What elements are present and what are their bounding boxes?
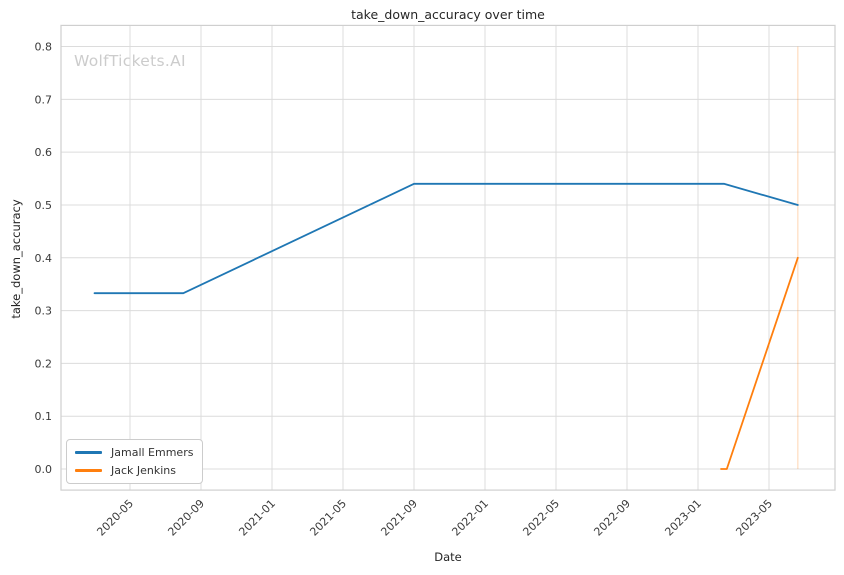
x-tick-label: 2022-01 <box>449 497 491 539</box>
x-tick-label: 2020-09 <box>165 497 207 539</box>
x-axis-label: Date <box>434 550 462 564</box>
plot-frame <box>60 24 836 491</box>
legend-swatch <box>75 469 102 472</box>
y-axis-label: take_down_accuracy <box>9 199 23 319</box>
legend-label: Jamall Emmers <box>111 446 194 459</box>
y-tick-label: 0.3 <box>35 305 53 318</box>
series-line-jamall-emmers <box>93 182 799 295</box>
y-tick-label: 0.8 <box>35 41 53 54</box>
y-tick-label: 0.1 <box>35 410 53 423</box>
legend-swatch <box>75 451 102 454</box>
legend-item: Jamall Emmers <box>75 446 193 459</box>
x-tick-label: 2022-09 <box>591 497 633 539</box>
x-tick-label: 2021-01 <box>236 497 278 539</box>
y-tick-label: 0.7 <box>35 93 53 106</box>
x-tick-label: 2023-01 <box>662 497 704 539</box>
series-line-jack-jenkins <box>720 256 799 470</box>
legend-label: Jack Jenkins <box>111 464 177 477</box>
legend-item: Jack Jenkins <box>75 464 193 477</box>
x-tick-label: 2022-05 <box>520 497 562 539</box>
x-tick-label: 2021-05 <box>307 497 349 539</box>
x-tick-label: 2023-05 <box>733 497 775 539</box>
x-tick-label: 2020-05 <box>94 497 136 539</box>
y-tick-label: 0.0 <box>35 463 53 476</box>
y-tick-label: 0.2 <box>35 357 53 370</box>
legend: Jamall Emmers Jack Jenkins <box>66 439 204 484</box>
x-tick-label: 2021-09 <box>378 497 420 539</box>
y-tick-label: 0.6 <box>35 146 53 159</box>
y-tick-label: 0.4 <box>35 252 53 265</box>
chart-title: take_down_accuracy over time <box>351 7 545 22</box>
y-tick-label: 0.5 <box>35 199 53 212</box>
